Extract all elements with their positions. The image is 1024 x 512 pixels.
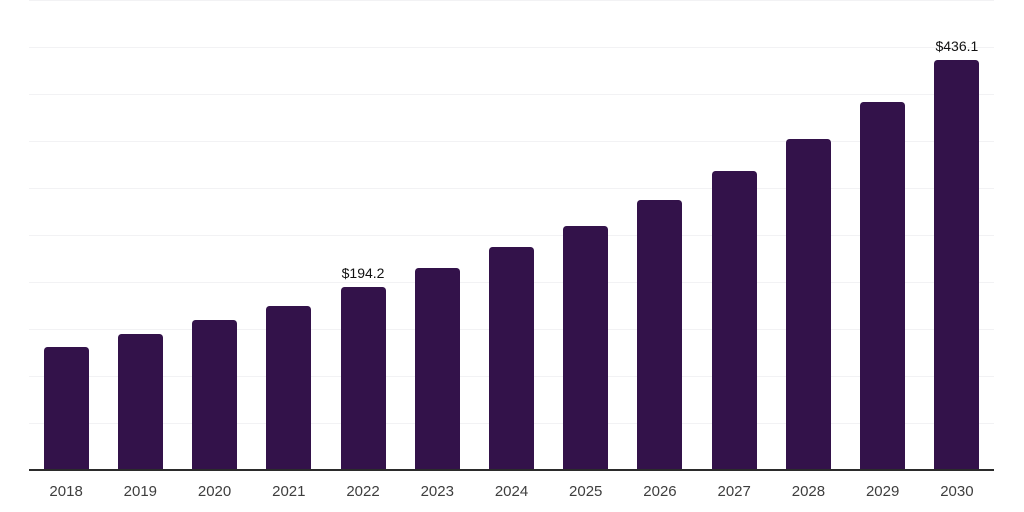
bar-2025 bbox=[563, 225, 609, 470]
x-axis-label-2025: 2025 bbox=[569, 483, 603, 500]
x-axis-label-2020: 2020 bbox=[197, 483, 232, 500]
plot-area: $194.2 $436.1 bbox=[29, 0, 994, 471]
x-axis-labels: 2018 2019 2020 2021 2022 2023 2024 2025 2026 2027… bbox=[29, 470, 994, 512]
data-label-2030: $436.1 bbox=[935, 38, 979, 55]
x-axis-label-2030: 2030 bbox=[940, 483, 974, 500]
gridline bbox=[29, 141, 994, 142]
bar-2020 bbox=[192, 319, 238, 470]
gridline bbox=[29, 0, 994, 1]
gridline bbox=[29, 235, 994, 236]
bar-2028 bbox=[785, 139, 831, 470]
x-axis-label-2024: 2024 bbox=[494, 483, 529, 500]
bar-2022 bbox=[340, 287, 386, 470]
x-axis-line bbox=[29, 469, 994, 471]
gridline bbox=[29, 94, 994, 95]
bar-2029 bbox=[860, 102, 906, 470]
bar-2030 bbox=[934, 60, 980, 470]
bar-2024 bbox=[489, 247, 534, 470]
x-axis-label-2026: 2026 bbox=[643, 483, 677, 500]
x-axis-label-2023: 2023 bbox=[420, 483, 454, 500]
x-axis-label-2027: 2027 bbox=[717, 483, 751, 500]
bar-2023 bbox=[414, 267, 460, 470]
gridline bbox=[29, 47, 994, 48]
x-axis-label-2022: 2022 bbox=[346, 483, 380, 500]
bar-2021 bbox=[266, 305, 312, 470]
x-axis-label-2019: 2019 bbox=[123, 483, 158, 500]
x-axis-label-2029: 2029 bbox=[865, 483, 900, 500]
bar-2027 bbox=[711, 171, 757, 470]
bar-2018 bbox=[43, 346, 89, 470]
gridline bbox=[29, 188, 994, 189]
x-axis-label-2028: 2028 bbox=[791, 483, 826, 500]
data-label-2022: $194.2 bbox=[341, 265, 385, 282]
bar-2026 bbox=[637, 200, 683, 470]
x-axis-label-2021: 2021 bbox=[272, 483, 306, 500]
x-axis-label-2018: 2018 bbox=[49, 483, 83, 500]
bar-2019 bbox=[117, 333, 163, 470]
